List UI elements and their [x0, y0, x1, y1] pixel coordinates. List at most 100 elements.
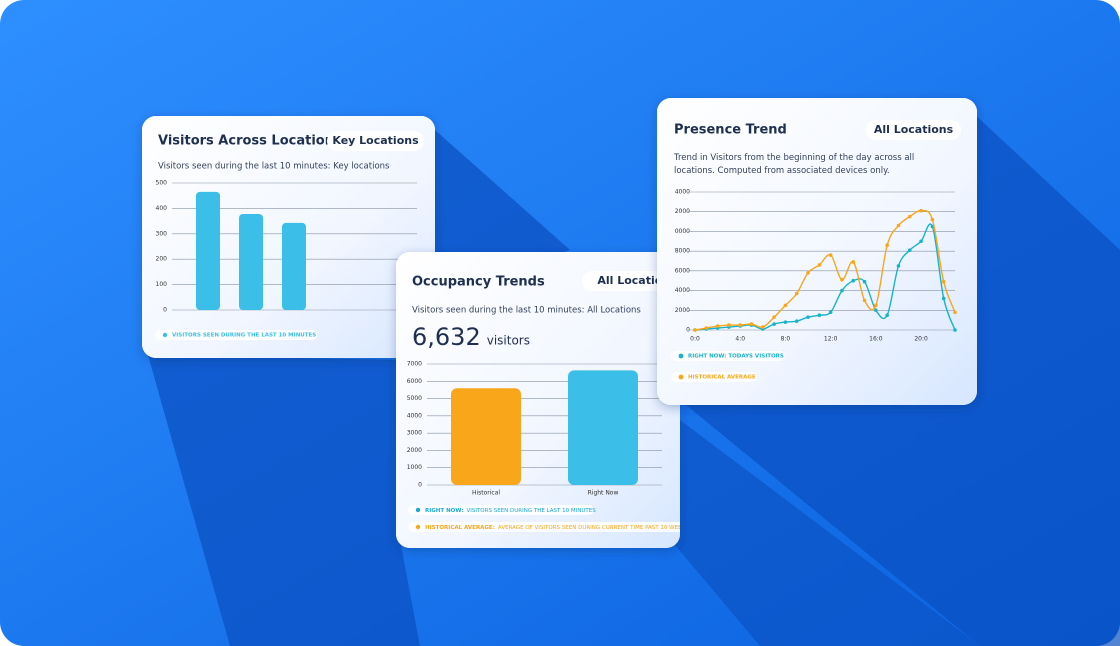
bar: [196, 191, 220, 310]
subtitle-box: Trend in Visitors from the beginning of …: [674, 153, 915, 176]
x-tick-label: Right Now: [588, 490, 619, 497]
legend-pill: [408, 505, 594, 515]
legend-pill: [408, 522, 680, 532]
legend-label: VISITORS SEEN DURING THE LAST 10 MINUTES: [172, 333, 316, 339]
legend-dot: [162, 332, 168, 338]
series-point: [840, 288, 844, 293]
series-point: [817, 313, 822, 318]
card: Presence Trend All Locations Trend in Visi…: [657, 98, 977, 405]
series-point: [862, 298, 867, 303]
legend-item: HISTORICAL AVERAGE: AVERAGE OF VISITORS S…: [408, 522, 689, 532]
subtitle: Visitors seen during the last 10 minutes…: [412, 306, 641, 316]
y-tick-label: 7000: [407, 361, 422, 368]
series-point: [896, 223, 901, 228]
card-title: Visitors Across Locations: [158, 134, 342, 149]
series-point: [806, 271, 810, 275]
y-tick-label: 4000: [675, 189, 690, 196]
series-point: [941, 296, 946, 301]
series-point: [749, 322, 754, 326]
series-point: [783, 320, 788, 324]
bar: [239, 213, 263, 310]
y-tick-label: 200: [156, 256, 168, 263]
y-tick-label: 0000: [675, 228, 690, 235]
legend-dot: [415, 507, 421, 513]
series-point: [874, 308, 878, 313]
y-tick-label: 0: [163, 307, 167, 314]
legend-pill: [155, 330, 318, 340]
selector-button[interactable]: [866, 120, 961, 140]
series-point: [761, 325, 765, 329]
y-tick-label: 6000: [675, 267, 690, 274]
legend-dot: [678, 374, 684, 380]
selector-button[interactable]: [327, 131, 424, 151]
legend-name: RIGHT NOW:: [425, 508, 463, 514]
series-point: [840, 277, 844, 282]
bar: [451, 388, 521, 485]
shadow: [680, 110, 1120, 646]
series-point: [727, 323, 731, 327]
series-point: [817, 263, 822, 267]
series-point: [953, 328, 957, 332]
y-tick-label: 4000: [675, 287, 690, 294]
series-point: [851, 260, 856, 264]
series-point: [907, 248, 912, 252]
series-point: [828, 253, 833, 257]
legend-dot: [415, 524, 421, 530]
legend-label: HISTORICAL AVERAGE: AVERAGE OF VISITORS S…: [425, 525, 689, 531]
x-tick-label: 4:0: [735, 336, 745, 343]
subtitle: Trend in Visitors from the beginning of …: [674, 153, 915, 176]
series-point: [874, 303, 878, 308]
series-point: [772, 322, 776, 326]
selector-label: All Locations: [874, 123, 954, 136]
x-tick-label: 12:0: [824, 336, 838, 343]
series-point: [953, 310, 957, 315]
headline-unit: visitors: [487, 334, 530, 348]
y-tick-label: 5000: [407, 395, 422, 402]
y-tick-label: 100: [156, 281, 168, 288]
y-tick-label: 0: [418, 482, 422, 489]
series-point: [772, 315, 776, 319]
x-tick-label: 8:0: [781, 336, 791, 343]
series-point: [783, 303, 788, 308]
y-tick-label: 6000: [407, 378, 422, 385]
series-point: [919, 239, 923, 244]
series-point: [862, 279, 867, 284]
legend-item: HISTORICAL AVERAGE: [671, 372, 757, 382]
y-tick-label: 500: [156, 180, 168, 187]
bar: [568, 370, 638, 485]
series-point: [738, 323, 743, 327]
x-tick-label: Historical: [472, 490, 500, 497]
series-point: [715, 324, 720, 328]
y-tick-label: 2000: [675, 208, 690, 215]
selector-label: Key Locations: [332, 134, 419, 147]
series-point: [806, 315, 810, 319]
x-tick-label: 0:0: [690, 336, 700, 343]
legend-dot: [678, 353, 684, 359]
legend-pill: [671, 372, 757, 382]
series-point: [794, 319, 799, 323]
y-tick-label: 2000: [675, 307, 690, 314]
card-title: Presence Trend: [674, 123, 787, 138]
y-tick-label: 3000: [407, 430, 422, 437]
x-tick-label: 16:0: [869, 336, 883, 343]
shadow: [148, 355, 420, 646]
y-tick-label: 2000: [407, 447, 422, 454]
y-tick-label: 400: [156, 205, 168, 212]
series-point: [907, 214, 912, 219]
series-point: [704, 326, 709, 330]
legend-description: VISITORS SEEN DURING THE LAST 10 MINUTES: [466, 508, 596, 514]
legend-name: HISTORICAL AVERAGE:: [425, 525, 495, 531]
legend-description: AVERAGE OF VISITORS SEEN DURING CURRENT …: [498, 525, 689, 531]
series-point: [794, 291, 799, 296]
series-point: [828, 310, 833, 315]
series-point: [941, 279, 946, 284]
legend-item: RIGHT NOW: VISITORS SEEN DURING THE LAST …: [408, 505, 596, 515]
series-point: [896, 264, 901, 268]
x-tick-label: 20:0: [914, 336, 928, 343]
legend-pill: [671, 351, 785, 361]
y-tick-label: 300: [156, 230, 168, 237]
